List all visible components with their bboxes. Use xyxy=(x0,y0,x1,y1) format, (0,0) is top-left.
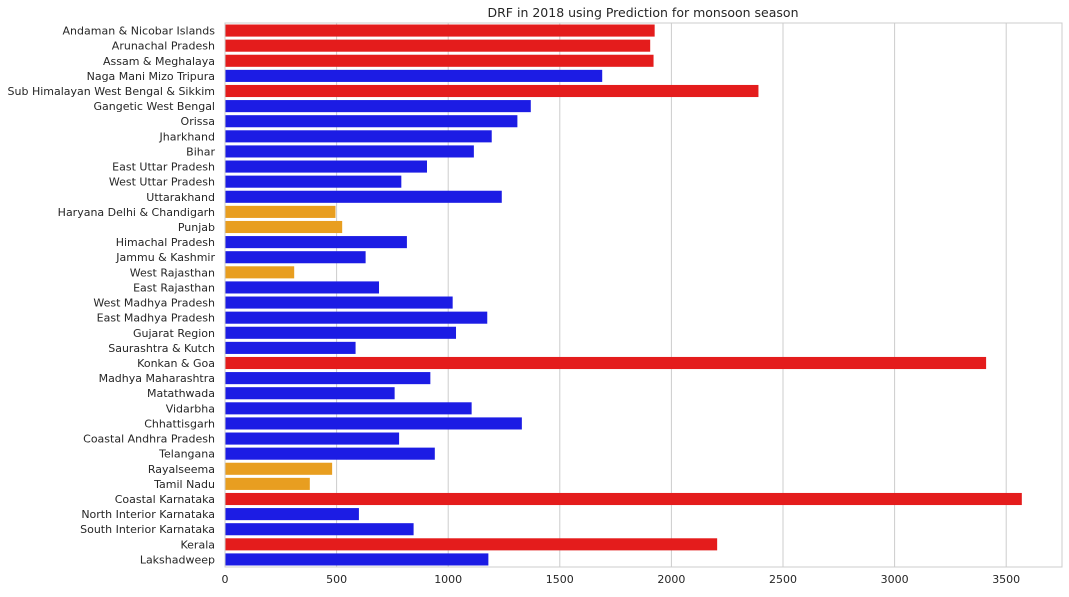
bar-rayalseema xyxy=(225,462,333,475)
bar-coastal-andhra-pradesh xyxy=(225,432,400,445)
x-tick-labels: 0 500 1000 1500 2000 2500 3000 3500 xyxy=(222,573,1021,586)
bars xyxy=(225,24,1022,566)
y-tick-label: Gujarat Region xyxy=(133,327,215,340)
x-tick-label: 0 xyxy=(222,573,229,586)
x-tick-label: 500 xyxy=(326,573,347,586)
bar-konkan-and-goa xyxy=(225,356,987,370)
x-tick-label: 2000 xyxy=(657,573,685,586)
y-tick-label: Haryana Delhi & Chandigarh xyxy=(58,206,215,219)
bar-kerala xyxy=(225,538,718,551)
bar-gangetic-west-bengal xyxy=(225,100,531,113)
y-tick-label: Punjab xyxy=(178,221,215,234)
y-tick-label: Madhya Maharashtra xyxy=(99,372,215,385)
bar-jharkhand xyxy=(225,130,492,143)
bar-haryana-delhi-and-chandigarh xyxy=(225,205,336,218)
y-tick-label: Kerala xyxy=(181,538,216,551)
bar-chhattisgarh xyxy=(225,417,522,430)
bar-west-madhya-pradesh xyxy=(225,296,453,309)
bar-west-uttar-pradesh xyxy=(225,175,402,188)
y-tick-label: West Madhya Pradesh xyxy=(93,297,215,310)
bar-punjab xyxy=(225,220,343,234)
y-tick-labels: Andaman & Nicobar Islands Arunachal Prade… xyxy=(8,25,216,567)
y-tick-label: Saurashtra & Kutch xyxy=(108,342,215,355)
y-tick-label: West Rajasthan xyxy=(130,266,215,279)
x-tick-label: 1500 xyxy=(546,573,574,586)
y-tick-label: North Interior Karnataka xyxy=(81,508,215,521)
bar-assam-and-meghalaya xyxy=(225,54,654,67)
x-tick-label: 2500 xyxy=(769,573,797,586)
y-tick-label: Konkan & Goa xyxy=(137,357,215,370)
y-tick-label: Uttarakhand xyxy=(146,191,215,204)
bar-uttarakhand xyxy=(225,190,502,203)
bar-south-interior-karnataka xyxy=(225,523,414,536)
bar-himachal-pradesh xyxy=(225,236,407,249)
y-tick-label: Himachal Pradesh xyxy=(116,236,215,249)
x-tick-label: 3000 xyxy=(881,573,909,586)
bar-tamil-nadu xyxy=(225,477,310,490)
y-tick-label: East Uttar Pradesh xyxy=(112,161,215,174)
y-tick-label: Lakshadweep xyxy=(140,553,215,566)
grid-lines xyxy=(336,23,1007,567)
y-tick-label: Telangana xyxy=(158,448,215,461)
bar-gujarat-region xyxy=(225,326,457,339)
bar-west-rajasthan xyxy=(225,266,295,279)
y-tick-label: South Interior Karnataka xyxy=(80,523,215,536)
y-tick-label: Andaman & Nicobar Islands xyxy=(63,25,216,38)
bar-naga-mani-mizo-tripura xyxy=(225,69,603,82)
y-tick-label: Coastal Andhra Pradesh xyxy=(83,433,215,446)
bar-north-interior-karnataka xyxy=(225,508,359,521)
bar-east-madhya-pradesh xyxy=(225,311,488,324)
y-tick-label: Jharkhand xyxy=(158,130,215,143)
y-tick-label: East Madhya Pradesh xyxy=(97,312,215,325)
bar-lakshadweep xyxy=(225,553,489,566)
y-tick-label: Orissa xyxy=(181,115,215,128)
bar-sub-himalayan-west-bengal-and-sikkim xyxy=(225,84,759,98)
bar-telangana xyxy=(225,447,435,460)
y-tick-label: Tamil Nadu xyxy=(153,478,215,491)
y-tick-label: Assam & Meghalaya xyxy=(103,55,215,68)
bar-andaman-and-nicobar-islands xyxy=(225,24,655,37)
y-tick-label: Gangetic West Bengal xyxy=(93,100,215,113)
plot-frame xyxy=(224,22,1063,568)
y-tick-label: Arunachal Pradesh xyxy=(112,40,215,53)
bar-vidarbha xyxy=(225,402,472,415)
y-tick-label: Chhattisgarh xyxy=(144,417,215,430)
y-tick-label: Matathwada xyxy=(147,387,215,400)
bar-coastal-karnataka xyxy=(225,492,1022,506)
bar-jammu-and-kashmir xyxy=(225,251,366,264)
bar-arunachal-pradesh xyxy=(225,39,651,52)
y-tick-label: West Uttar Pradesh xyxy=(109,176,215,189)
bar-bihar xyxy=(225,145,474,158)
y-tick-label: Rayalseema xyxy=(148,463,215,476)
bar-orissa xyxy=(225,115,518,128)
bar-matathwada xyxy=(225,387,395,400)
y-tick-label: Vidarbha xyxy=(166,402,215,415)
y-tick-label: Naga Mani Mizo Tripura xyxy=(87,70,215,83)
y-tick-label: Bihar xyxy=(186,145,215,158)
y-tick-label: East Rajasthan xyxy=(133,281,215,294)
y-tick-label: Jammu & Kashmir xyxy=(115,251,215,264)
bar-east-rajasthan xyxy=(225,281,380,294)
bar-east-uttar-pradesh xyxy=(225,160,427,173)
x-tick-label: 1000 xyxy=(434,573,462,586)
x-tick-label: 3500 xyxy=(992,573,1020,586)
y-tick-label: Sub Himalayan West Bengal & Sikkim xyxy=(8,85,215,98)
chart-title: DRF in 2018 using Prediction for monsoon… xyxy=(488,5,799,20)
y-tick-label: Coastal Karnataka xyxy=(115,493,215,506)
bar-madhya-maharashtra xyxy=(225,372,431,385)
bar-saurashtra-and-kutch xyxy=(225,341,356,354)
